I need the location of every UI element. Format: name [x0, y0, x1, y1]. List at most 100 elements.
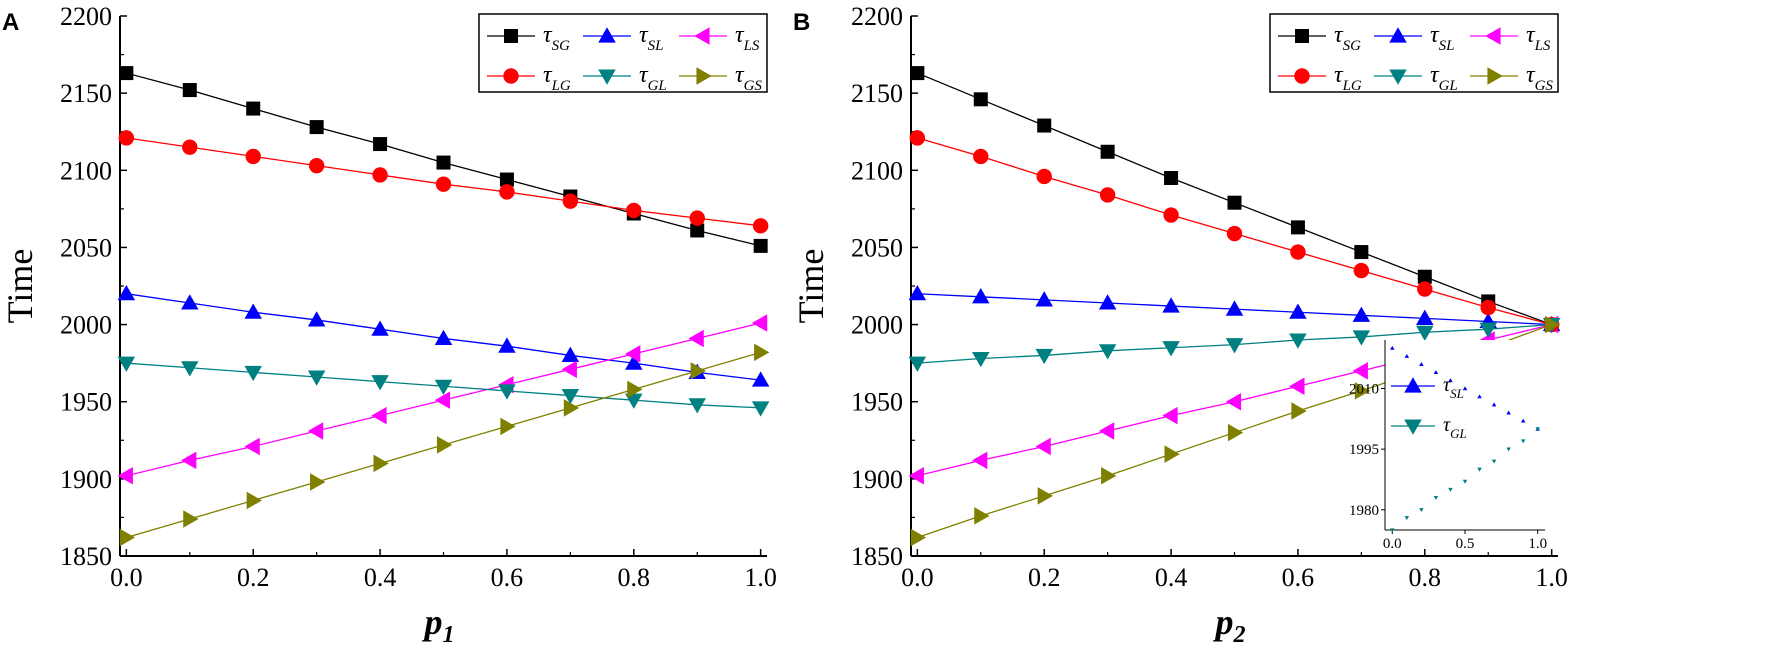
- data-point-gl: [307, 370, 326, 386]
- data-point-gs: [1164, 445, 1180, 463]
- x-tick-label: 0.2: [237, 563, 270, 592]
- y-tick-label: 2000: [851, 311, 903, 340]
- data-point-gl: [972, 351, 990, 368]
- y-tick-label: 1850: [851, 542, 903, 571]
- data-point-lg: [308, 157, 325, 174]
- legend-box: [478, 13, 768, 93]
- x-tick-label: 1.0: [744, 563, 777, 592]
- inset-data-point-gl: [1535, 427, 1540, 432]
- data-point-sg: [973, 92, 988, 107]
- inset-x-tick-label: 1.0: [1528, 536, 1547, 552]
- data-point-lg: [118, 130, 135, 146]
- legend-marker: [504, 29, 518, 43]
- data-point-sg: [753, 238, 768, 253]
- legend-label: τSG: [1334, 22, 1361, 54]
- data-point-lg: [182, 139, 198, 155]
- series-ls: [117, 314, 768, 485]
- legend-label-symbol: τ: [639, 22, 649, 48]
- data-point-gs: [183, 510, 199, 528]
- x-axis-label: p2: [1213, 602, 1246, 648]
- data-point-lg: [1099, 187, 1116, 203]
- legend-label-symbol: τ: [1334, 22, 1344, 48]
- inset-data-point-gl: [1491, 459, 1497, 464]
- legend-label-sub: SL: [648, 38, 664, 54]
- data-point-sl: [1289, 303, 1307, 319]
- data-point-gs: [436, 436, 453, 454]
- data-point-gs: [690, 362, 706, 380]
- inset-legend-marker: [1404, 377, 1422, 393]
- legend-label: τLS: [1526, 22, 1551, 54]
- data-point-ls: [1289, 377, 1305, 396]
- data-point-ls: [625, 345, 641, 363]
- data-point-sg: [436, 155, 451, 170]
- data-point-ls: [972, 451, 988, 470]
- data-point-ls: [371, 406, 387, 425]
- inset-legend-marker: [1404, 419, 1422, 435]
- data-point-gl: [1479, 322, 1497, 338]
- inset-data-point-sl: [1491, 402, 1497, 407]
- inset-y-tick-label: 2010: [1349, 382, 1379, 398]
- data-point-gs: [1545, 315, 1561, 334]
- x-axis-label-sub: 2: [1233, 622, 1246, 648]
- legend-label-symbol: τ: [1526, 62, 1536, 88]
- x-axis-label-main: p: [422, 602, 443, 642]
- x-axis-label-sub: 1: [443, 622, 455, 648]
- data-point-sl: [1162, 297, 1180, 313]
- data-point-gs: [910, 528, 927, 547]
- inset-data-point-gl: [1462, 479, 1468, 484]
- data-point-lg: [1480, 299, 1496, 316]
- series-lg: [118, 130, 769, 234]
- legend-label-symbol: τ: [1334, 62, 1344, 88]
- inset-data-point-sl: [1404, 353, 1410, 358]
- inset-data-point-gl: [1419, 508, 1424, 513]
- data-point-gl: [244, 365, 262, 382]
- data-point-gl: [1162, 341, 1180, 357]
- data-point-sl: [561, 346, 580, 362]
- inset-legend-label: τSL: [1443, 374, 1464, 401]
- series-lg: [909, 130, 1560, 333]
- data-point-gs: [754, 343, 770, 362]
- data-point-sl: [1225, 300, 1244, 316]
- data-point-ls: [307, 422, 324, 440]
- legend-label-symbol: τ: [543, 62, 553, 88]
- data-point-sg: [910, 66, 925, 81]
- data-point-sl: [1098, 294, 1117, 310]
- legend-label-symbol: τ: [1526, 22, 1536, 48]
- data-point-sl: [908, 284, 927, 301]
- x-tick-label: 0.0: [901, 563, 934, 592]
- data-point-lg: [1226, 225, 1243, 242]
- data-point-lg: [1353, 262, 1370, 279]
- inset-legend-symbol: τ: [1443, 414, 1451, 436]
- data-point-sl: [625, 354, 643, 370]
- inset-data-point-sl: [1448, 378, 1453, 383]
- legend-label: τGL: [639, 62, 667, 94]
- inset-data-point-sl: [1520, 418, 1526, 423]
- legend-label-sub: SL: [1439, 38, 1455, 54]
- legend-label: τGS: [1526, 62, 1553, 94]
- data-point-gs: [1354, 382, 1371, 400]
- data-point-gs: [246, 491, 262, 510]
- panel-letter: B: [793, 9, 810, 36]
- inset-data-point-sl: [1433, 370, 1439, 375]
- inset-data-point-sl: [1419, 362, 1424, 366]
- x-axis-label-main: p: [1213, 602, 1234, 642]
- legend-label-symbol: τ: [735, 22, 745, 48]
- data-point-ls: [434, 391, 451, 409]
- data-point-lg: [626, 202, 642, 219]
- series-gl: [117, 356, 770, 417]
- inset-data-point-gl: [1390, 528, 1395, 533]
- data-point-gl: [498, 384, 516, 400]
- legend-label: τLS: [735, 22, 760, 54]
- data-point-sg: [119, 66, 134, 81]
- legend-label: τLG: [543, 62, 571, 94]
- data-point-gl: [908, 356, 927, 372]
- inset-x-tick-label: 0.0: [1383, 536, 1402, 552]
- panel-a: A 1850 1900 1950 2000 2050 2100 2150 2200 0.0 0.2 0…: [0, 2, 777, 648]
- panel-letter: A: [2, 9, 19, 36]
- legend-label: τSG: [543, 22, 570, 54]
- y-tick-label: 2050: [60, 233, 112, 262]
- legend-marker: [1389, 27, 1407, 43]
